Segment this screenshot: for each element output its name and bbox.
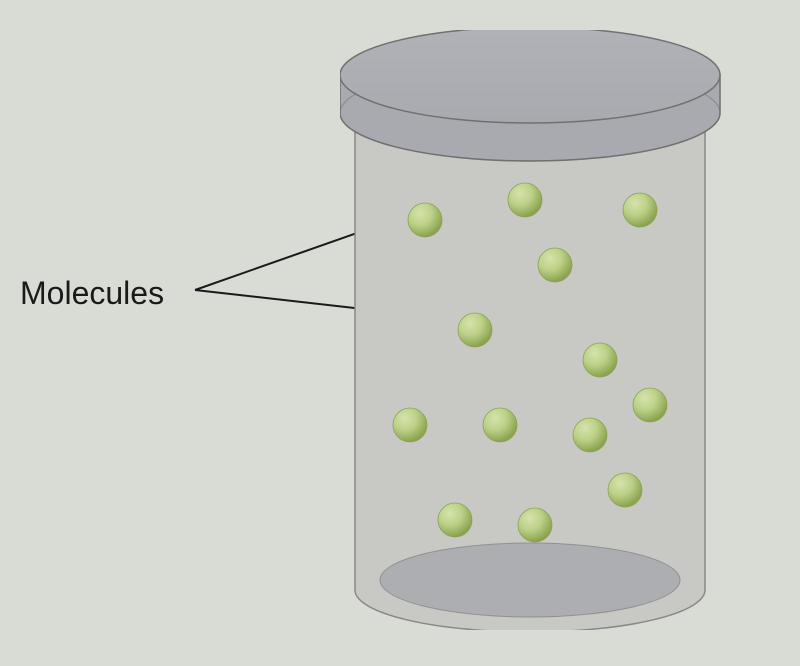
molecule-icon bbox=[583, 343, 617, 377]
molecule-container bbox=[340, 30, 740, 630]
molecule-icon bbox=[573, 418, 607, 452]
molecule-icon bbox=[438, 503, 472, 537]
molecule-icon bbox=[483, 408, 517, 442]
container-diagram bbox=[340, 30, 740, 630]
molecule-icon bbox=[518, 508, 552, 542]
molecule-icon bbox=[633, 388, 667, 422]
molecule-icon bbox=[608, 473, 642, 507]
molecule-icon bbox=[408, 203, 442, 237]
molecule-icon bbox=[393, 408, 427, 442]
molecule-icon bbox=[538, 248, 572, 282]
molecule-icon bbox=[458, 313, 492, 347]
molecule-icon bbox=[623, 193, 657, 227]
molecule-icon bbox=[508, 183, 542, 217]
